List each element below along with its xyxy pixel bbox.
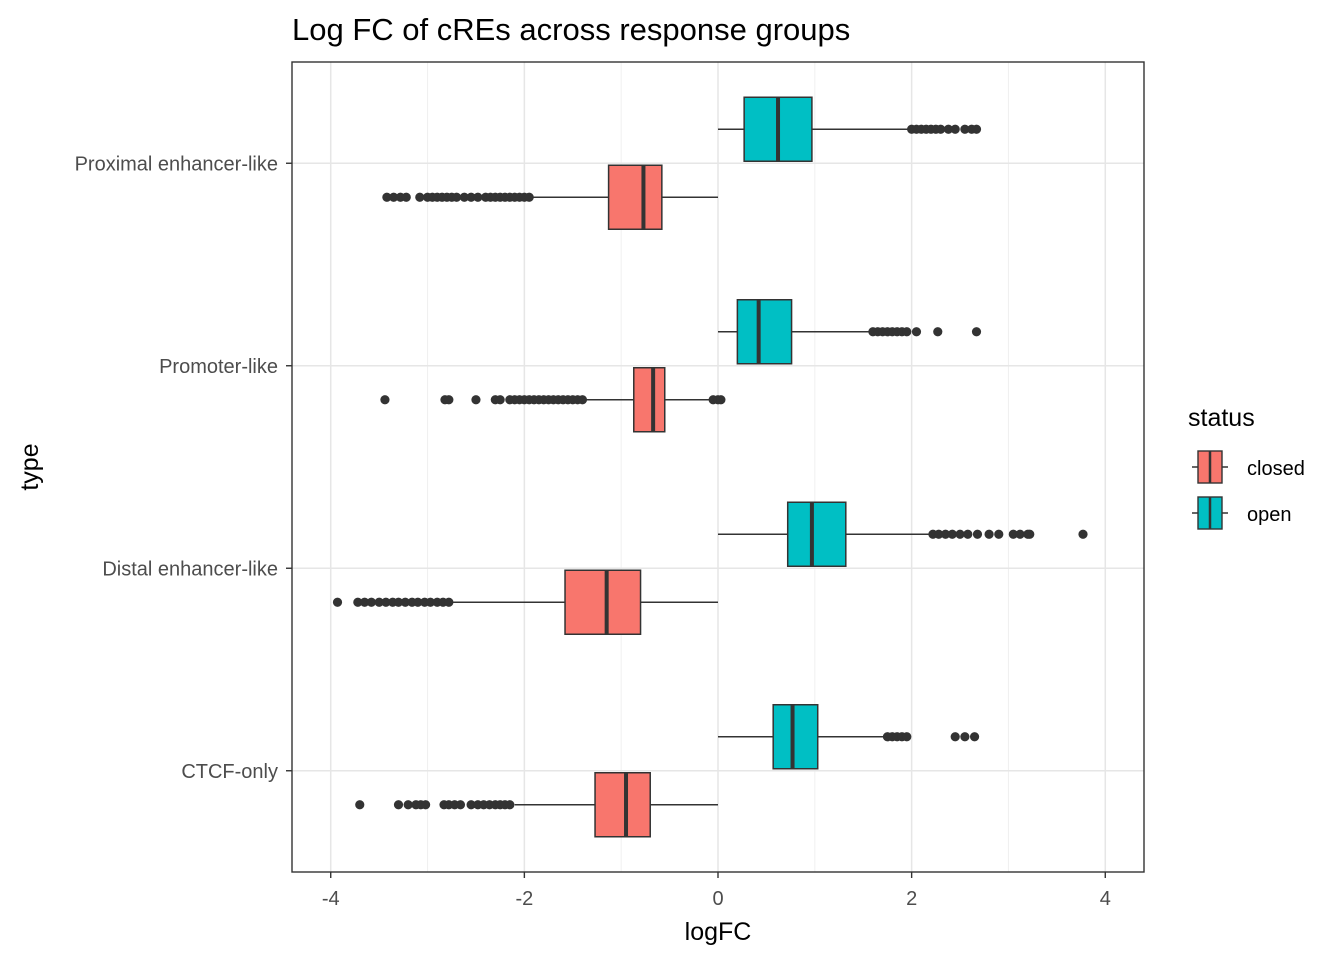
legend-title: status [1188,404,1255,432]
outlier-point [947,529,957,539]
outlier-point [950,732,960,742]
outlier-point [466,800,476,810]
outlier-point [400,597,410,607]
outlier-point [716,395,726,405]
outlier-point [421,800,431,810]
boxplot-closed [355,772,718,838]
outlier-point [505,800,515,810]
outlier-point [1025,529,1035,539]
box [564,569,642,635]
outlier-point [934,529,944,539]
outlier-point [984,529,994,539]
outlier-point [955,529,965,539]
boxplot-open [718,704,980,770]
legend: status closed open [1188,404,1305,530]
y-tick-label: Distal enhancer-like [102,558,278,580]
boxplot-open [718,96,982,162]
x-tick-label: 4 [1100,888,1111,910]
outlier-point [425,597,436,607]
box [736,299,793,365]
boxplot-closed [382,164,718,230]
outlier-point [444,395,454,405]
x-tick-label: -2 [515,888,533,910]
box [594,772,651,838]
outlier-point [943,124,954,134]
outlier-point [1015,529,1025,539]
outlier-point [495,395,505,405]
boxplot-closed [380,367,726,433]
outlier-point [473,192,483,202]
outlier-point [415,192,425,202]
x-tick-label: 2 [906,888,917,910]
outlier-point [902,732,912,742]
boxplot-closed [332,569,718,635]
outlier-point [393,800,404,810]
outlier-point [366,597,376,607]
outlier-point [960,124,970,134]
outlier-point [444,597,454,607]
outlier-point [466,192,476,202]
box [786,501,847,567]
legend-label: closed [1247,458,1305,480]
outlier-point [471,395,481,405]
outlier-point [459,192,469,202]
outlier-point [389,192,399,202]
outlier-point [524,192,534,202]
boxplots [332,96,1088,838]
box [633,367,666,433]
chart-title: Log FC of cREs across response groups [292,12,850,47]
outlier-point [969,732,980,742]
box [772,704,819,770]
boxplot-open [718,299,982,365]
outlier-point [972,529,983,539]
legend-item-closed: closed [1192,450,1305,484]
outlier-point [940,529,951,539]
outlier-point [1078,529,1088,539]
outlier-point [963,529,973,539]
outlier-point [374,597,384,607]
outlier-point [401,192,411,202]
y-axis-title: type [16,443,44,490]
outlier-point [933,327,943,337]
y-axis: Proximal enhancer-like Promoter-like Dista… [75,153,292,783]
outlier-point [360,597,370,607]
outlier-point [451,192,462,202]
grid [292,62,1144,872]
outlier-point [1008,529,1018,539]
legend-label: open [1247,504,1292,526]
outlier-point [971,327,982,337]
y-tick-label: Proximal enhancer-like [75,153,278,175]
outlier-point [382,192,392,202]
outlier-point [380,395,390,405]
outlier-point [950,124,960,134]
outlier-point [911,327,922,337]
outlier-point [960,732,970,742]
outlier-point [403,800,413,810]
x-tick-label: -4 [322,888,340,910]
boxplot-open [718,501,1088,567]
outlier-point [353,597,363,607]
outlier-point [393,597,404,607]
x-axis-title: logFC [685,918,752,946]
legend-item-open: open [1192,496,1292,530]
outlier-point [355,800,365,810]
x-tick-label: 0 [712,888,723,910]
y-tick-label: Promoter-like [159,356,278,378]
x-axis: -4 -2 0 2 4 [322,872,1111,910]
outlier-point [902,327,912,337]
outlier-point [381,597,391,607]
y-tick-label: CTCF-only [181,761,278,783]
outlier-point [332,597,343,607]
box [607,164,663,230]
outlier-point [413,597,423,607]
outlier-point [577,395,588,405]
outlier-point [936,124,946,134]
outlier-point [455,800,466,810]
outlier-point [971,124,982,134]
outlier-point [994,529,1004,539]
